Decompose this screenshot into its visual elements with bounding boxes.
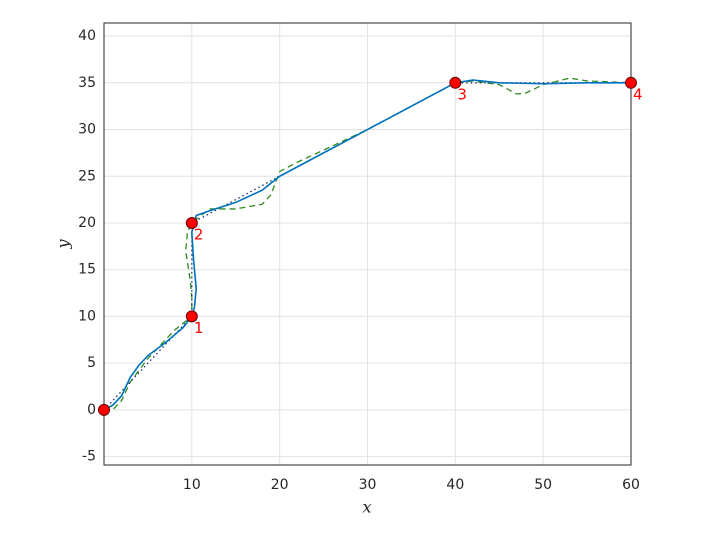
axes-box xyxy=(103,22,632,466)
y-tick-label: 0 xyxy=(87,402,96,418)
y-tick-label: -5 xyxy=(82,449,96,465)
waypoint-marker xyxy=(98,403,110,416)
waypoint-marker xyxy=(625,76,637,89)
y-tick-label: 25 xyxy=(78,168,96,184)
x-tick-label: 10 xyxy=(183,477,201,493)
y-tick-label: 40 xyxy=(78,28,96,44)
waypoint-label: 2 xyxy=(194,225,204,243)
y-tick-label: 35 xyxy=(78,75,96,91)
waypoint-marker xyxy=(185,216,198,229)
y-tick-label: 20 xyxy=(78,215,96,231)
y-tick-label: 30 xyxy=(78,122,96,138)
waypoint-marker xyxy=(449,76,462,89)
y-tick-label: 10 xyxy=(78,308,96,324)
x-tick-label: 60 xyxy=(622,477,640,493)
waypoint-label: 4 xyxy=(633,85,643,103)
x-tick-label: 30 xyxy=(359,477,377,493)
waypoint-label: 1 xyxy=(194,319,204,337)
series-line xyxy=(103,79,631,411)
waypoint-label: 3 xyxy=(457,85,467,103)
waypoint-marker xyxy=(185,310,198,323)
x-tick-label: 40 xyxy=(446,477,464,493)
y-tick-label: 15 xyxy=(78,262,96,278)
y-tick-label: 5 xyxy=(87,355,96,371)
x-tick-label: 50 xyxy=(534,477,552,493)
y-axis-label: y xyxy=(54,239,73,250)
x-axis-label: x xyxy=(362,498,371,517)
x-tick-label: 20 xyxy=(271,477,289,493)
series-line xyxy=(104,77,632,411)
